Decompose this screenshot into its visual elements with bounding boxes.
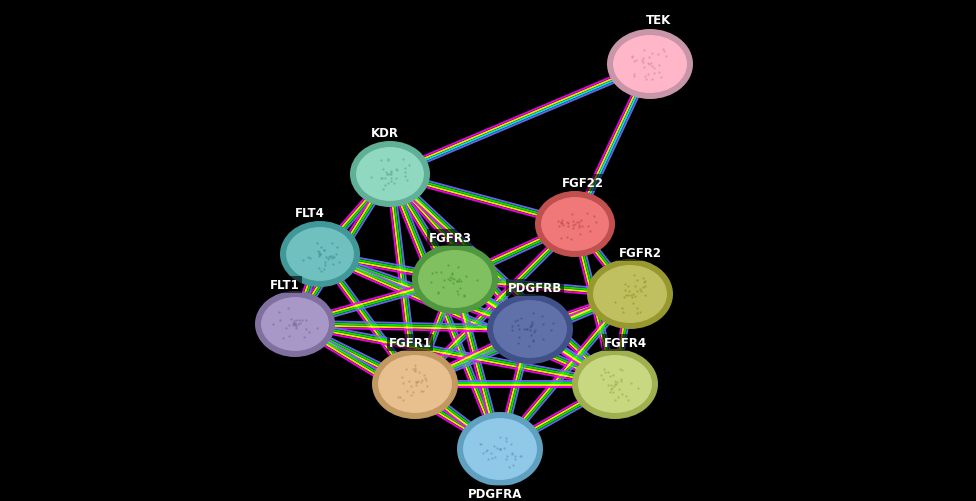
Ellipse shape bbox=[577, 354, 653, 414]
Ellipse shape bbox=[285, 226, 355, 283]
Ellipse shape bbox=[377, 354, 453, 414]
Ellipse shape bbox=[260, 297, 330, 352]
Text: PDGFRA: PDGFRA bbox=[468, 487, 522, 500]
Ellipse shape bbox=[412, 244, 498, 314]
Ellipse shape bbox=[372, 349, 458, 419]
Ellipse shape bbox=[355, 147, 425, 202]
Ellipse shape bbox=[487, 295, 573, 364]
Ellipse shape bbox=[462, 417, 538, 481]
Ellipse shape bbox=[592, 265, 668, 324]
Ellipse shape bbox=[612, 35, 688, 95]
Text: FGFR3: FGFR3 bbox=[428, 231, 471, 244]
Ellipse shape bbox=[607, 30, 693, 100]
Text: PDGFRB: PDGFRB bbox=[508, 282, 562, 295]
Text: KDR: KDR bbox=[371, 127, 399, 140]
Ellipse shape bbox=[255, 292, 335, 357]
Text: FGF22: FGF22 bbox=[562, 177, 604, 189]
Ellipse shape bbox=[350, 142, 430, 207]
Text: FLT1: FLT1 bbox=[270, 279, 300, 292]
Ellipse shape bbox=[587, 260, 673, 329]
Text: FGFR2: FGFR2 bbox=[619, 246, 662, 260]
Ellipse shape bbox=[572, 349, 658, 419]
Ellipse shape bbox=[457, 412, 543, 486]
Ellipse shape bbox=[535, 191, 615, 258]
Text: FGFR4: FGFR4 bbox=[603, 336, 646, 349]
Text: FLT4: FLT4 bbox=[295, 206, 325, 219]
Text: FGFR1: FGFR1 bbox=[388, 336, 431, 349]
Ellipse shape bbox=[280, 221, 360, 288]
Ellipse shape bbox=[417, 249, 493, 310]
Ellipse shape bbox=[540, 196, 610, 253]
Text: TEK: TEK bbox=[645, 14, 671, 27]
Ellipse shape bbox=[492, 300, 568, 359]
